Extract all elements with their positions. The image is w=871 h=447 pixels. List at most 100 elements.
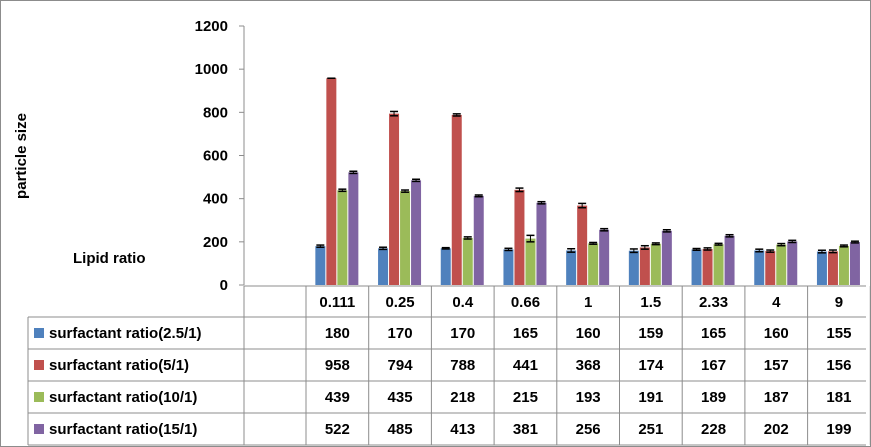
y-axis-title: particle size (13, 113, 30, 199)
series-label: surfactant ratio(2.5/1) (49, 325, 202, 342)
y-tick-label: 200 (203, 234, 228, 251)
bar (599, 229, 610, 285)
bar (650, 243, 661, 285)
table-cell: 958 (325, 357, 350, 374)
table-cell: 381 (513, 421, 538, 438)
bar (661, 230, 672, 285)
x-axis-title: Lipid ratio (73, 250, 146, 267)
table-cell: 413 (450, 421, 475, 438)
series-label: surfactant ratio(15/1) (49, 421, 197, 438)
table-cell: 435 (388, 389, 413, 406)
bar (337, 190, 348, 285)
table-cell: 157 (764, 357, 789, 374)
bar (389, 113, 400, 286)
table-cell: 215 (513, 389, 538, 406)
y-tick-label: 1200 (195, 18, 228, 35)
legend-swatch (34, 424, 44, 434)
table-cell: 165 (701, 325, 726, 342)
bar (588, 243, 599, 285)
bar (536, 202, 547, 285)
category-label: 1.5 (640, 294, 661, 311)
bar (378, 248, 389, 285)
category-label: 2.33 (699, 294, 728, 311)
bar (400, 191, 411, 285)
table-cell: 160 (764, 325, 789, 342)
plot-area: 0 200 400 600 800 1000 1200 (195, 18, 860, 294)
category-label: 1 (584, 294, 592, 311)
table-cell: 159 (638, 325, 663, 342)
table-cell: 189 (701, 389, 726, 406)
category-label: 9 (835, 294, 843, 311)
table-cell: 180 (325, 325, 350, 342)
bar (440, 248, 451, 285)
table-cell: 202 (764, 421, 789, 438)
table-cell: 368 (576, 357, 601, 374)
bar (838, 245, 849, 285)
table-cell: 522 (325, 421, 350, 438)
bar (566, 250, 577, 285)
table-cell: 156 (826, 357, 851, 374)
table-cell: 187 (764, 389, 789, 406)
table-cell: 155 (826, 325, 851, 342)
bar (827, 251, 838, 285)
table-cell: 160 (576, 325, 601, 342)
series-label: surfactant ratio(5/1) (49, 357, 189, 374)
bar (754, 250, 765, 285)
table-cell: 191 (638, 389, 663, 406)
bar (451, 114, 462, 285)
table-cell: 441 (513, 357, 538, 374)
bar (691, 249, 702, 285)
legend-swatch (34, 328, 44, 338)
table-cell: 181 (826, 389, 851, 406)
table-cell: 218 (450, 389, 475, 406)
bar (514, 189, 525, 285)
table-cell: 170 (388, 325, 413, 342)
table-cell: 165 (513, 325, 538, 342)
bar (628, 250, 639, 285)
table-cell: 167 (701, 357, 726, 374)
table-cell: 788 (450, 357, 475, 374)
table-cell: 256 (576, 421, 601, 438)
y-tick-label: 800 (203, 104, 228, 121)
table-cell: 170 (450, 325, 475, 342)
bar (326, 78, 337, 286)
table-cell: 228 (701, 421, 726, 438)
bar (348, 172, 359, 285)
category-label: 0.4 (452, 294, 474, 311)
bar (577, 205, 588, 285)
table-cell: 485 (388, 421, 413, 438)
bar (776, 244, 787, 285)
bar (315, 246, 326, 285)
category-label: 4 (772, 294, 781, 311)
table-cell: 193 (576, 389, 601, 406)
bar (787, 241, 798, 285)
category-label: 0.111 (319, 294, 355, 311)
category-label: 0.25 (385, 294, 414, 311)
bar (525, 238, 536, 285)
legend-swatch (34, 360, 44, 370)
table-cell: 251 (638, 421, 663, 438)
bar (639, 247, 650, 285)
y-tick-label: 0 (220, 277, 228, 294)
bar (713, 244, 724, 285)
bar (503, 249, 514, 285)
bar (473, 195, 484, 285)
bar (849, 242, 860, 285)
y-tick-label: 600 (203, 148, 228, 165)
table-cell: 439 (325, 389, 350, 406)
table-cell: 794 (388, 357, 414, 374)
y-tick-label: 400 (203, 191, 228, 208)
bar (702, 248, 713, 285)
table-cell: 174 (638, 357, 664, 374)
bar (765, 251, 776, 285)
bar (462, 237, 473, 285)
data-table: 0.111 0.25 0.4 0.66 1 1.5 2.33 4 9 surfactant rat… (27, 285, 870, 446)
table-cell: 199 (826, 421, 851, 438)
category-label: 0.66 (511, 294, 540, 311)
legend-swatch (34, 392, 44, 402)
bar (724, 235, 735, 285)
y-tick-label: 1000 (195, 61, 228, 78)
bar (411, 180, 422, 285)
